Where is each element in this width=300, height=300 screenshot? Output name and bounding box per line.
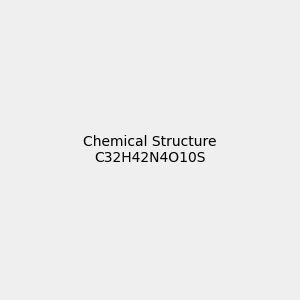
Text: Chemical Structure
C32H42N4O10S: Chemical Structure C32H42N4O10S: [83, 135, 217, 165]
